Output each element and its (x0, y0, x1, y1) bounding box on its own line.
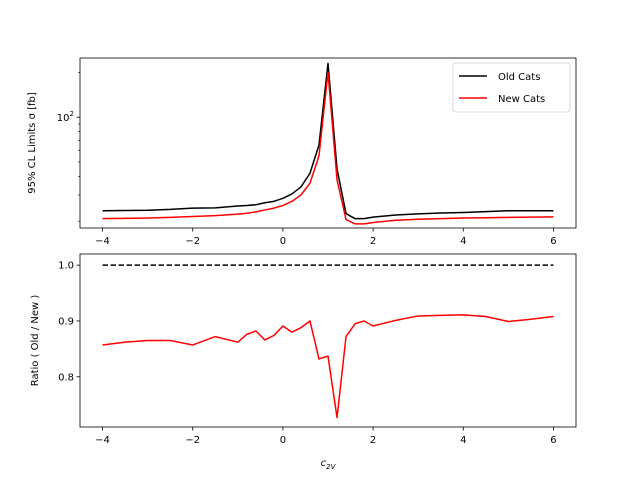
bottom-x-axis-label: c2V (321, 458, 337, 471)
bottom-x-tick-label: −4 (95, 435, 110, 446)
legend-label: New Cats (498, 94, 545, 105)
top-x-tick-label: −4 (95, 236, 110, 247)
top-x-tick-label: 4 (460, 236, 466, 247)
series-line-ratio (102, 314, 554, 419)
bottom-x-tick-label: 4 (460, 435, 466, 446)
bottom-y-tick-label: 0.8 (58, 372, 74, 383)
top-y-axis-label: 95% CL Limits σ [fb] (27, 92, 38, 194)
series-line-old-cats (102, 62, 554, 220)
series-line-new-cats (102, 71, 554, 225)
bottom-x-tick-label: 0 (280, 435, 286, 446)
bottom-panel: −4 −2 0 2 4 6 0.8 0.9 1.0 Ratio ( Old / New ) c2V (30, 253, 577, 471)
top-x-tick-label: 0 (280, 236, 286, 247)
top-x-tick-label: −2 (185, 236, 200, 247)
bottom-axes-frame (79, 253, 577, 428)
bottom-y-tick-label: 0.9 (58, 316, 74, 327)
bottom-y-tick-label: 1.0 (58, 261, 74, 272)
bottom-x-tick-label: −2 (185, 435, 200, 446)
bottom-y-axis-label: Ratio ( Old / New ) (30, 295, 41, 387)
bottom-x-tick-label: 6 (550, 435, 556, 446)
legend-label: Old Cats (498, 72, 540, 83)
top-y-tick-label: 102 (57, 110, 74, 124)
top-x-tick-label: 6 (550, 236, 556, 247)
top-x-tick-label: 2 (370, 236, 376, 247)
top-axes-frame (79, 57, 577, 229)
top-panel: −4 −2 0 2 4 6 102 95% CL Limits σ [fb] Old Cats N… (27, 57, 577, 247)
bottom-x-tick-label: 2 (370, 435, 376, 446)
